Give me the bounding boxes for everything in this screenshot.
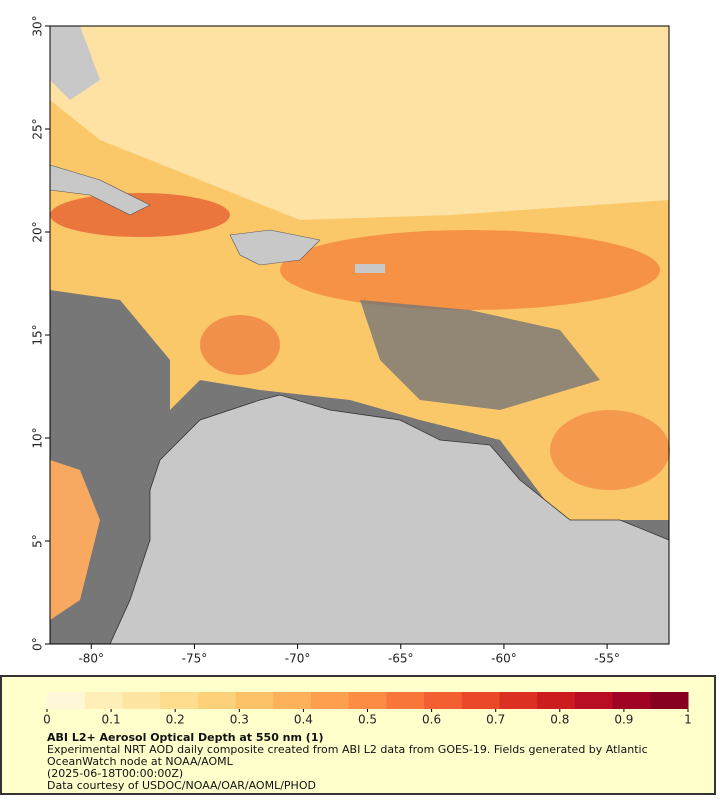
ocean-no-data: [360, 300, 600, 410]
x-tick-label: -60°: [491, 652, 517, 666]
colorbar-swatch: [612, 692, 651, 709]
y-tick-label: 30°: [31, 15, 45, 36]
caption-description: Experimental NRT AOD daily composite cre…: [47, 743, 648, 768]
colorbar-tick-label: 0.7: [486, 713, 505, 727]
colorbar-tick-label: 0.4: [294, 713, 313, 727]
colorbar-tick-label: 1: [684, 713, 692, 727]
colorbar-swatch: [461, 692, 500, 709]
y-tick-label: 5°: [31, 534, 45, 548]
colorbar-tick-label: 0.3: [230, 713, 249, 727]
x-tick-label: -70°: [285, 652, 311, 666]
land: [109, 394, 670, 645]
colorbar-swatch: [310, 692, 350, 709]
x-tick-label: -75°: [182, 652, 208, 666]
caption-time: (2025-06-18T00:00:00Z): [47, 767, 184, 780]
caption-title: ABI L2+ Aerosol Optical Depth at 550 nm …: [47, 731, 324, 744]
colorbar-tick-label: 0.6: [422, 713, 441, 727]
y-tick-label: 10°: [31, 427, 45, 448]
colorbar-swatch: [650, 692, 689, 709]
y-tick-label: 25°: [31, 118, 45, 139]
x-tick-label: -65°: [388, 652, 414, 666]
aod-field: [50, 460, 100, 620]
aod-high: [280, 230, 660, 310]
aod-high: [50, 193, 230, 237]
colorbar-swatch: [160, 692, 199, 709]
x-tick-label: -55°: [594, 652, 620, 666]
colorbar-swatch: [84, 692, 123, 709]
colorbar-tick-label: 0: [43, 713, 51, 727]
colorbar-swatch: [499, 692, 538, 709]
colorbar-swatch: [273, 692, 312, 709]
colorbar-swatch: [386, 692, 425, 709]
colorbar-swatch: [197, 692, 237, 709]
y-tick-label: 15°: [31, 324, 45, 345]
land: [50, 26, 100, 100]
colorbar-swatch: [537, 692, 576, 709]
land: [229, 229, 321, 266]
colorbar-tick-label: 0.9: [614, 713, 633, 727]
land: [355, 264, 385, 273]
aod-low: [50, 26, 669, 220]
colorbar-tick-label: 0.5: [358, 713, 377, 727]
colorbar-tick-label: 0.2: [166, 713, 185, 727]
y-tick-label: 0°: [31, 637, 45, 651]
aod-high: [550, 410, 670, 490]
colorbar-swatch: [47, 692, 86, 709]
colorbar-swatch: [424, 692, 463, 709]
colorbar-swatch: [235, 692, 274, 709]
colorbar-tick-label: 0.1: [102, 713, 121, 727]
y-tick-label: 20°: [31, 221, 45, 242]
map-image: [49, 25, 670, 645]
ocean-no-data: [50, 290, 170, 450]
aod-high: [200, 315, 280, 375]
colorbar-swatch: [574, 692, 614, 709]
colorbar-swatch: [122, 692, 161, 709]
caption-credit: Data courtesy of USDOC/NOAA/OAR/AOML/PHO…: [47, 779, 316, 792]
caption: ABI L2+ Aerosol Optical Depth at 550 nm …: [47, 732, 687, 792]
colorbar-swatch: [348, 692, 387, 709]
x-tick-label: -80°: [78, 652, 104, 666]
colorbar-tick-label: 0.8: [550, 713, 569, 727]
